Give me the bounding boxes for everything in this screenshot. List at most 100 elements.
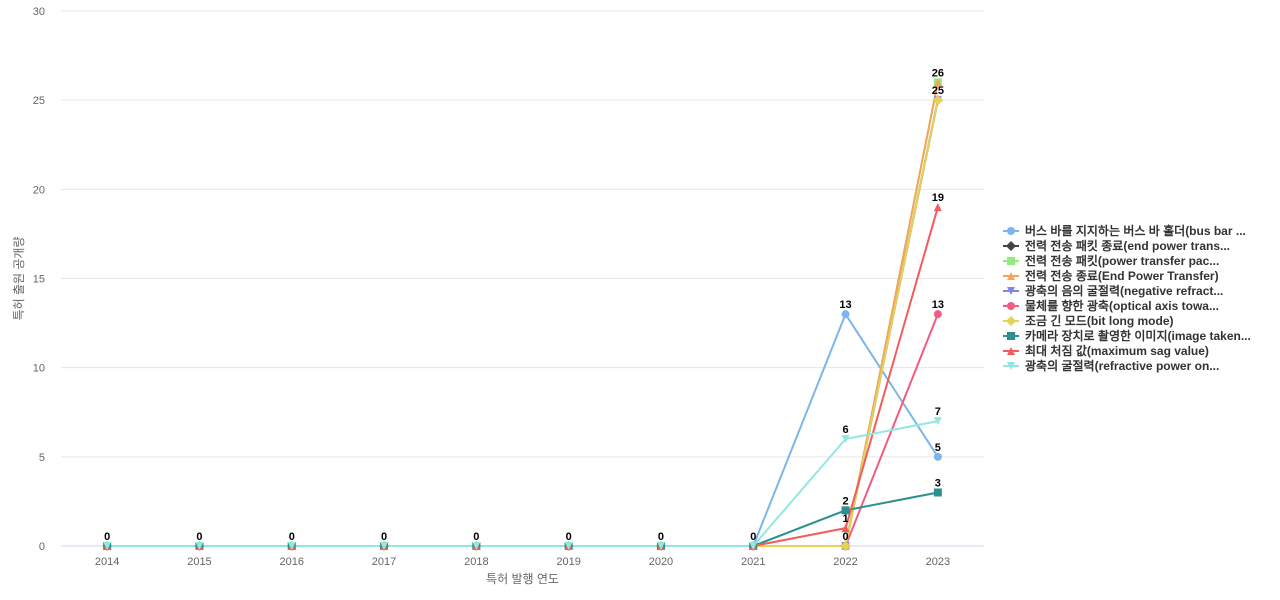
- legend-symbol-icon: [1003, 256, 1019, 265]
- legend-item[interactable]: 버스 바를 지지하는 버스 바 홀더(bus bar ...: [1002, 223, 1280, 238]
- data-label: 1: [842, 513, 848, 525]
- data-point[interactable]: [841, 506, 850, 515]
- y-tick-label: 5: [39, 452, 45, 464]
- legend-label: 전력 전송 패킷 종료(end power trans...: [1025, 239, 1231, 253]
- data-label: 0: [289, 531, 295, 543]
- data-label: 26: [932, 67, 944, 79]
- chart-legend: 버스 바를 지지하는 버스 바 홀더(bus bar ... 전력 전송 패킷 종…: [1002, 223, 1280, 373]
- x-tick-label: 2018: [464, 556, 488, 568]
- legend-symbol-icon: [1003, 315, 1019, 326]
- series-line-9[interactable]: [106, 206, 939, 547]
- data-label: 0: [566, 531, 572, 543]
- data-point[interactable]: [103, 542, 112, 550]
- y-tick-label: 15: [33, 274, 45, 286]
- data-label: 0: [750, 531, 756, 543]
- series-line-1[interactable]: [106, 313, 939, 547]
- x-tick-label: 2019: [556, 556, 580, 568]
- y-tick-label: 30: [33, 6, 45, 18]
- data-label: 6: [842, 424, 848, 436]
- data-label: 0: [473, 531, 479, 543]
- data-point[interactable]: [932, 95, 943, 106]
- data-point[interactable]: [840, 541, 851, 551]
- data-label: 7: [935, 406, 941, 418]
- x-tick-label: 2016: [280, 556, 304, 568]
- data-point[interactable]: [933, 78, 942, 87]
- legend-item[interactable]: 전력 전송 종료(End Power Transfer): [1002, 268, 1280, 283]
- legend-symbol-icon: [1003, 301, 1019, 310]
- legend-symbol-icon: [1003, 361, 1019, 370]
- x-tick-label: 2022: [833, 556, 857, 568]
- data-label: 25: [932, 85, 944, 97]
- legend-label: 카메라 장치로 촬영한 이미지(image taken...: [1025, 329, 1251, 343]
- data-label: 3: [935, 478, 941, 490]
- data-label: 0: [842, 531, 848, 543]
- legend-label: 전력 전송 패킷(power transfer pac...: [1025, 254, 1220, 268]
- legend-item[interactable]: 전력 전송 패킷(power transfer pac...: [1002, 253, 1280, 268]
- data-label: 5: [935, 442, 941, 454]
- x-tick-label: 2014: [95, 556, 119, 568]
- legend-item[interactable]: 물체를 향한 광축(optical axis towa...: [1002, 298, 1280, 313]
- series-line-10[interactable]: [106, 420, 939, 547]
- data-point[interactable]: [933, 452, 942, 461]
- data-point[interactable]: [656, 542, 665, 550]
- data-point[interactable]: [472, 542, 481, 550]
- series-line-8[interactable]: [106, 491, 939, 547]
- series-line-6[interactable]: [106, 313, 939, 547]
- legend-item[interactable]: 전력 전송 패킷 종료(end power trans...: [1002, 238, 1280, 253]
- legend-item[interactable]: 광축의 음의 굴절력(negative refract...: [1002, 283, 1280, 298]
- data-label: 2: [842, 495, 848, 507]
- legend-item[interactable]: 최대 처짐 값(maximum sag value): [1002, 343, 1280, 358]
- data-point[interactable]: [933, 203, 942, 212]
- data-point[interactable]: [380, 542, 389, 550]
- legend-symbol-icon: [1003, 240, 1019, 251]
- data-point[interactable]: [564, 542, 573, 550]
- legend-label: 광축의 음의 굴절력(negative refract...: [1025, 284, 1224, 298]
- data-label: 0: [104, 531, 110, 543]
- legend-label: 광축의 굴절력(refractive power on...: [1025, 359, 1220, 373]
- data-label: 13: [932, 299, 944, 311]
- legend-label: 전력 전송 종료(End Power Transfer): [1025, 269, 1219, 283]
- y-tick-label: 10: [33, 363, 45, 375]
- x-axis-title: 특허 발행 연도: [486, 571, 559, 586]
- legend-item[interactable]: 광축의 굴절력(refractive power on...: [1002, 358, 1280, 373]
- legend-item[interactable]: 카메라 장치로 촬영한 이미지(image taken...: [1002, 328, 1280, 343]
- x-tick-label: 2023: [926, 556, 950, 568]
- data-point[interactable]: [841, 435, 850, 443]
- y-tick-label: 0: [39, 541, 45, 553]
- data-point[interactable]: [933, 310, 942, 319]
- y-tick-label: 20: [33, 184, 45, 196]
- series-line-2[interactable]: [106, 99, 939, 547]
- legend-label: 버스 바를 지지하는 버스 바 홀더(bus bar ...: [1025, 224, 1246, 238]
- data-point[interactable]: [841, 310, 850, 319]
- gridlines: [61, 10, 984, 547]
- data-point[interactable]: [195, 542, 204, 550]
- legend-label: 최대 처짐 값(maximum sag value): [1025, 344, 1209, 358]
- data-point[interactable]: [287, 542, 296, 550]
- x-tick-label: 2015: [187, 556, 211, 568]
- data-point[interactable]: [749, 542, 758, 550]
- x-tick-label: 2021: [741, 556, 765, 568]
- legend-item[interactable]: 조금 긴 모드(bit long mode): [1002, 313, 1280, 328]
- data-label: 19: [932, 192, 944, 204]
- data-point[interactable]: [933, 488, 942, 497]
- series-line-5[interactable]: [106, 99, 939, 547]
- data-point[interactable]: [933, 417, 942, 426]
- data-labels: 0 0 0 0 0 0 0 0 13 6 2 1 0 26 25 19 13 7 5 3: [104, 67, 944, 543]
- data-label: 0: [658, 531, 664, 543]
- legend-symbol-icon: [1003, 226, 1019, 235]
- data-label: 0: [196, 531, 202, 543]
- legend-label: 물체를 향한 광축(optical axis towa...: [1025, 299, 1219, 313]
- series-line-7[interactable]: [106, 99, 939, 547]
- series-lines: [106, 81, 939, 547]
- data-point[interactable]: [841, 524, 850, 533]
- data-label: 0: [381, 531, 387, 543]
- legend-symbol-icon: [1003, 286, 1019, 295]
- y-tick-label: 25: [33, 95, 45, 107]
- x-tick-label: 2020: [649, 556, 673, 568]
- y-axis-title: 특허 출원 공개량: [12, 237, 26, 321]
- legend-symbol-icon: [1003, 331, 1019, 340]
- legend-label: 조금 긴 모드(bit long mode): [1025, 314, 1174, 328]
- series-markers: [102, 78, 943, 551]
